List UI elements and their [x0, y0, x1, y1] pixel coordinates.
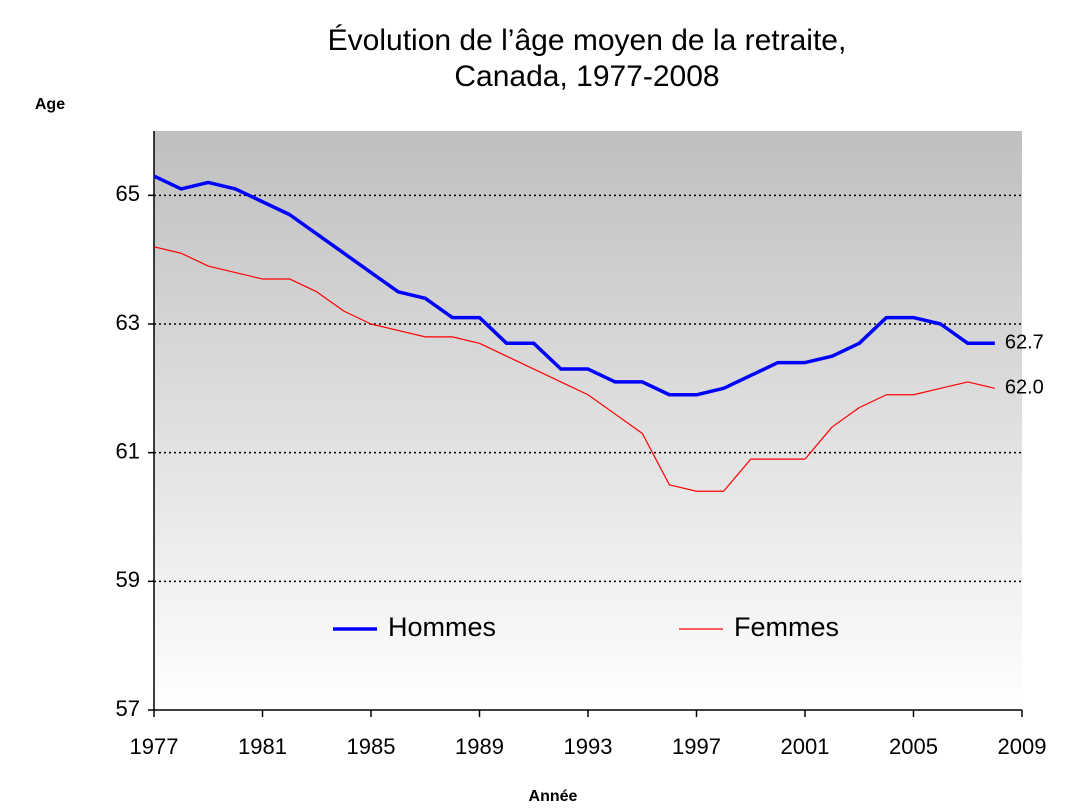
- x-tick-label: 1985: [347, 734, 396, 759]
- legend-label: Femmes: [734, 612, 839, 642]
- x-axis-label: Année: [529, 788, 578, 805]
- chart-title: Évolution de l’âge moyen de la retraite,: [328, 24, 847, 57]
- x-tick-label: 2009: [998, 734, 1047, 759]
- y-tick-label: 59: [116, 567, 140, 592]
- data-line: [153, 246, 996, 492]
- y-tick-label: 65: [116, 181, 140, 206]
- data-label: 62.7: [1005, 332, 1044, 354]
- legend-label: Hommes: [388, 612, 496, 642]
- x-tick-label: 1997: [672, 734, 721, 759]
- data-line: [153, 174, 995, 397]
- x-tick-label: 1981: [238, 734, 287, 759]
- y-axis-label: Age: [35, 96, 65, 113]
- data-label: 62.0: [1005, 377, 1044, 399]
- x-tick-label: 1977: [130, 734, 179, 759]
- chart-title: Canada, 1977-2008: [454, 60, 719, 93]
- y-tick-label: 61: [116, 438, 140, 463]
- y-tick-label: 57: [116, 696, 140, 721]
- x-tick-label: 1993: [564, 734, 613, 759]
- x-tick-label: 2001: [781, 734, 830, 759]
- x-tick-label: 2005: [889, 734, 938, 759]
- x-tick-label: 1989: [455, 734, 504, 759]
- y-tick-label: 63: [116, 310, 140, 335]
- plot-area: [154, 131, 1022, 710]
